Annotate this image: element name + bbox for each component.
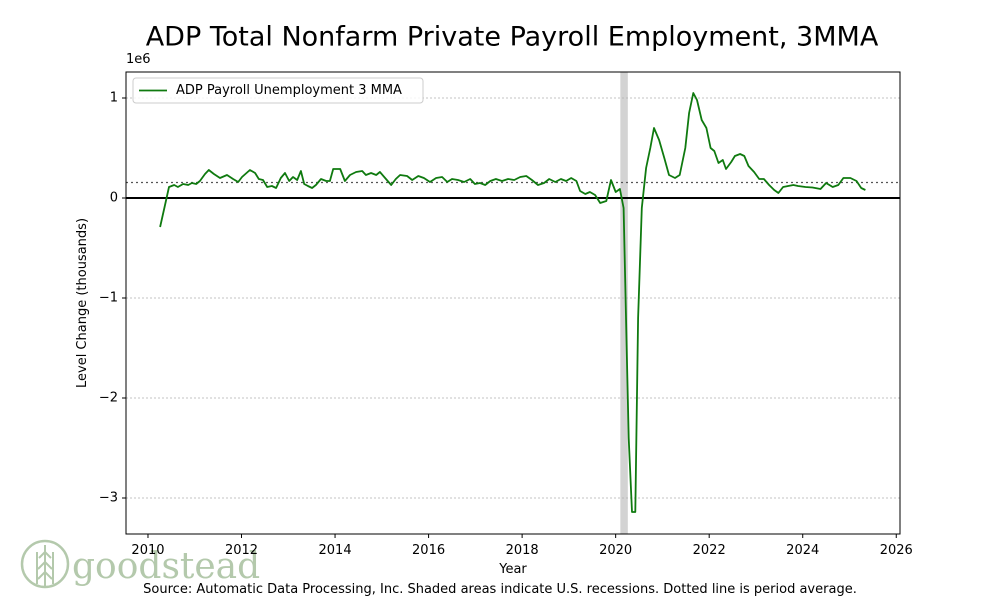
y-tick-label: 1 — [110, 91, 118, 106]
recession-band — [620, 72, 628, 534]
x-tick-label: 2024 — [786, 543, 819, 558]
logo-icon — [20, 539, 70, 589]
y-tick-label: 0 — [110, 191, 118, 206]
x-tick-label: 2020 — [599, 543, 632, 558]
x-tick-label: 2016 — [412, 543, 445, 558]
x-tick-label: 2014 — [319, 543, 352, 558]
legend-box — [132, 77, 424, 104]
logo-text: goodstead — [72, 546, 260, 587]
x-tick-label: 2018 — [506, 543, 539, 558]
plot-area — [126, 72, 900, 534]
x-axis-label: Year — [498, 562, 527, 577]
x-tick-label: 2026 — [880, 543, 913, 558]
series-line — [159, 92, 866, 513]
x-tick-label: 2012 — [225, 543, 258, 558]
plot-frame — [125, 71, 901, 535]
y-axis-label: Level Change (thousands) — [75, 218, 90, 388]
x-tick-label: 2010 — [131, 543, 164, 558]
source-note: Source: Automatic Data Processing, Inc. … — [143, 582, 857, 597]
y-tick-label: −1 — [99, 291, 118, 306]
chart-title: ADP Total Nonfarm Private Payroll Employ… — [146, 22, 879, 53]
y-tick-label: −2 — [99, 391, 118, 406]
x-tick-label: 2022 — [693, 543, 726, 558]
legend: ADP Payroll Unemployment 3 MMA — [132, 77, 424, 104]
y-tick-label: −3 — [99, 491, 118, 506]
legend-label: ADP Payroll Unemployment 3 MMA — [176, 83, 402, 98]
y-offset-label: 1e6 — [126, 52, 151, 67]
